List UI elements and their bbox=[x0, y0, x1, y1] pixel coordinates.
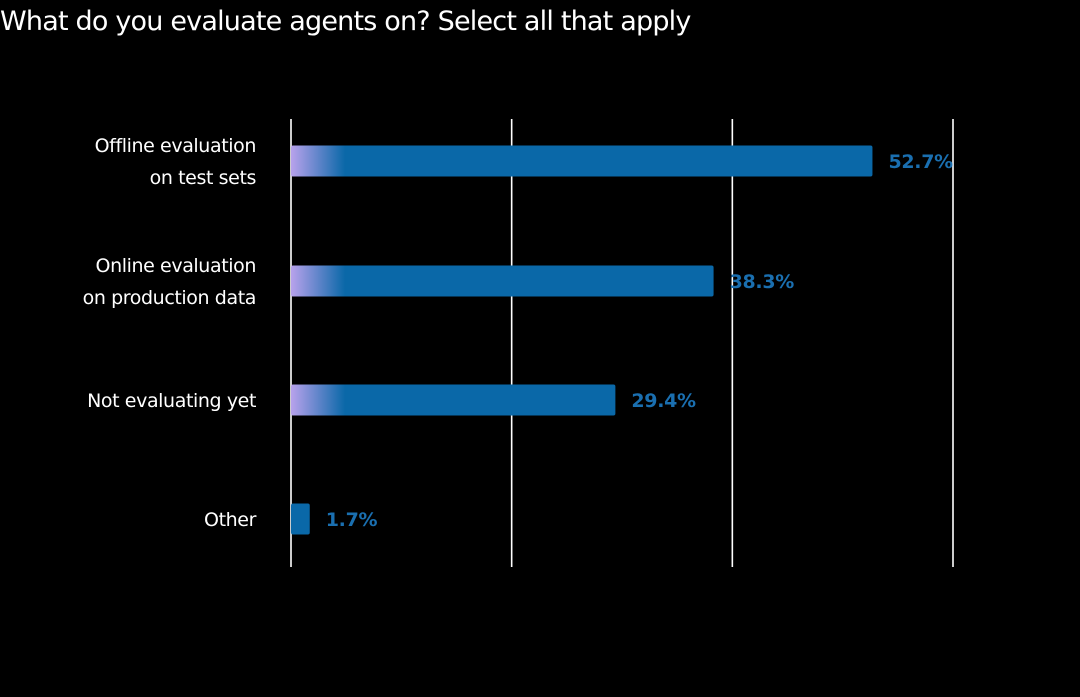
category-label-1-line-0: Online evaluation bbox=[96, 255, 256, 277]
category-label-2: Not evaluating yet bbox=[87, 390, 256, 412]
category-label-0-line-0: Offline evaluation bbox=[95, 135, 256, 157]
value-label-3: 1.7% bbox=[326, 509, 378, 531]
bar-0 bbox=[291, 145, 873, 177]
bar-3 bbox=[291, 503, 310, 535]
category-label-0-line-1: on test sets bbox=[150, 167, 256, 189]
value-label-2: 29.4% bbox=[631, 390, 696, 412]
bars bbox=[291, 145, 873, 535]
category-labels: Offline evaluation on test sets Online eva… bbox=[83, 135, 257, 531]
category-label-2-line-0: Not evaluating yet bbox=[87, 390, 256, 412]
category-label-1: Online evaluation on production data bbox=[83, 255, 256, 309]
chart-title: What do you evaluate agents on? Select a… bbox=[0, 6, 691, 37]
category-label-1-line-1: on production data bbox=[83, 287, 256, 309]
value-label-0: 52.7% bbox=[888, 151, 953, 173]
bar-1 bbox=[291, 265, 714, 297]
category-label-3: Other bbox=[204, 509, 257, 531]
gridlines bbox=[290, 119, 954, 567]
value-labels: 52.7% 38.3% 29.4% 1.7% bbox=[326, 151, 954, 531]
value-label-1: 38.3% bbox=[730, 271, 795, 293]
category-label-3-line-0: Other bbox=[204, 509, 257, 531]
bar-2 bbox=[291, 384, 616, 416]
category-label-0: Offline evaluation on test sets bbox=[95, 135, 256, 189]
